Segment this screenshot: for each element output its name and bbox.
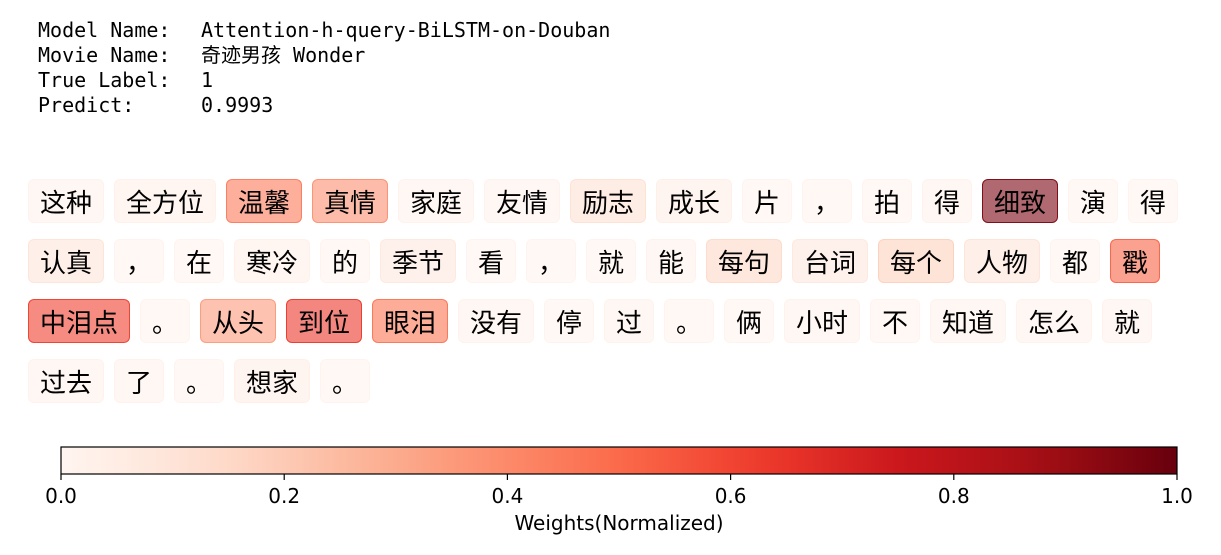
model-name-label: Model Name:: [38, 18, 171, 42]
colorbar-tick-label-4: 0.8: [938, 484, 970, 508]
model-name-value: Attention-h-query-BiLSTM-on-Douban: [201, 18, 611, 42]
colorbar-tick-label-2: 0.4: [491, 484, 523, 508]
token-2-9: 俩: [724, 299, 774, 343]
token-1-9: 能: [646, 239, 696, 283]
token-1-2: 在: [174, 239, 224, 283]
token-0-4: 家庭: [398, 179, 474, 223]
token-2-14: 就: [1102, 299, 1152, 343]
attention-token-heatmap: 这种 全方位 温馨 真情 家庭 友情 励志 成长片，拍得细致演得认真，在寒冷的季节看，就能每句…: [28, 179, 1178, 403]
token-0-6: 励志: [570, 179, 646, 223]
predict-row: Predict: 0.9993: [38, 93, 610, 118]
token-0-8: 片: [742, 179, 792, 223]
token-1-4: 的: [320, 239, 370, 283]
token-1-1: ，: [114, 239, 164, 283]
token-0-11: 得: [922, 179, 972, 223]
token-2-2: 从头: [200, 299, 276, 343]
movie-name-value: 奇迹男孩 Wonder: [201, 43, 366, 67]
token-2-6: 停: [544, 299, 594, 343]
token-2-12: 知道: [930, 299, 1006, 343]
token-2-10: 小时: [784, 299, 860, 343]
token-1-14: 都: [1050, 239, 1100, 283]
token-0-10: 拍: [862, 179, 912, 223]
token-2-11: 不: [870, 299, 920, 343]
true-label-value: 1: [201, 68, 214, 92]
movie-name-label: Movie Name:: [38, 43, 171, 67]
movie-name-row: Movie Name: 奇迹男孩 Wonder: [38, 43, 610, 68]
token-3-2: 。: [174, 359, 224, 403]
colorbar-tick-label-0: 0.0: [45, 484, 77, 508]
model-name-row: Model Name: Attention-h-query-BiLSTM-on-…: [38, 18, 610, 43]
token-0-5: 友情: [484, 179, 560, 223]
token-0-12: 细致: [982, 179, 1058, 223]
token-2-8: 。: [664, 299, 714, 343]
token-2-7: 过: [604, 299, 654, 343]
token-1-8: 就: [586, 239, 636, 283]
token-1-3: 寒冷: [234, 239, 310, 283]
colorbar-tick-label-5: 1.0: [1161, 484, 1193, 508]
token-2-1: 。: [140, 299, 190, 343]
predict-value: 0.9993: [201, 93, 274, 117]
token-3-4: 。: [320, 359, 370, 403]
token-1-11: 台词: [792, 239, 868, 283]
token-1-0: 认真: [28, 239, 104, 283]
token-1-6: 看: [466, 239, 516, 283]
token-0-9: ，: [802, 179, 852, 223]
token-0-3: 真情: [312, 179, 388, 223]
token-1-10: 每句: [706, 239, 782, 283]
true-label-label: True Label:: [38, 68, 171, 92]
token-2-13: 怎么: [1016, 299, 1092, 343]
model-info-panel: Model Name: Attention-h-query-BiLSTM-on-…: [38, 18, 610, 118]
token-3-3: 想家: [234, 359, 310, 403]
token-0-13: 演: [1068, 179, 1118, 223]
colorbar-tick-label-3: 0.6: [715, 484, 747, 508]
colorbar-label: Weights(Normalized): [514, 511, 723, 535]
token-2-5: 没有: [458, 299, 534, 343]
colorbar-gradient: [60, 446, 1178, 475]
token-0-14: 得: [1128, 179, 1178, 223]
token-3-1: 了: [114, 359, 164, 403]
token-3-0: 过去: [28, 359, 104, 403]
token-0-0: 这种: [28, 179, 104, 223]
token-1-13: 人物: [964, 239, 1040, 283]
token-1-12: 每个: [878, 239, 954, 283]
token-0-7: 成长: [656, 179, 732, 223]
token-2-4: 眼泪: [372, 299, 448, 343]
colorbar-tick-label-1: 0.2: [268, 484, 300, 508]
token-2-3: 到位: [286, 299, 362, 343]
token-2-0: 中泪点: [28, 299, 130, 343]
token-1-15: 戳: [1110, 239, 1160, 283]
true-label-row: True Label: 1: [38, 68, 610, 93]
token-1-5: 季节: [380, 239, 456, 283]
predict-label: Predict:: [38, 93, 135, 117]
token-0-2: 温馨: [226, 179, 302, 223]
token-0-1: 全方位: [114, 179, 216, 223]
token-1-7: ，: [526, 239, 576, 283]
